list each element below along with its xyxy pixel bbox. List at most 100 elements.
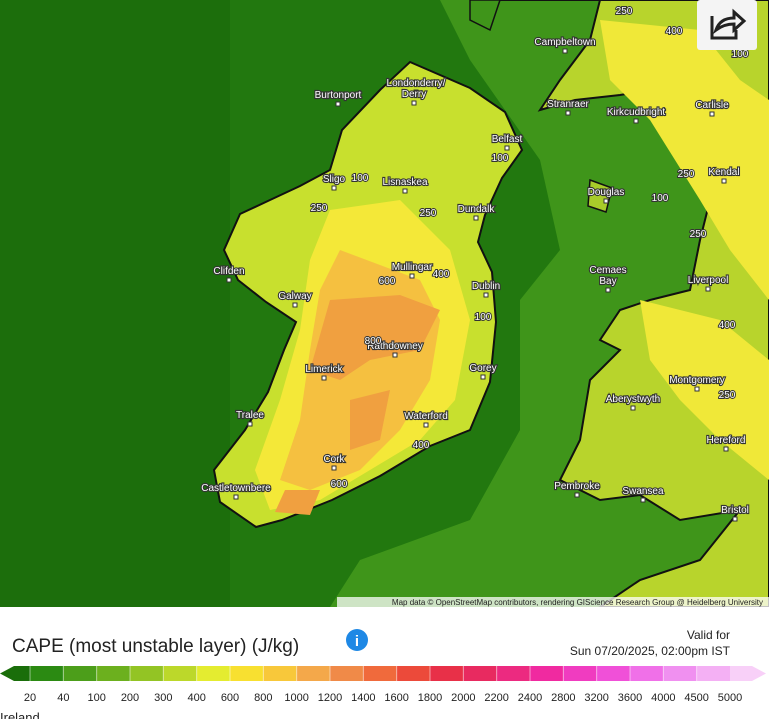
place-label: Montgomery <box>669 375 725 386</box>
colorbar-label: 1200 <box>318 692 342 704</box>
place-marker <box>605 287 611 293</box>
colorbar-bin <box>96 666 130 681</box>
colorbar-label: 2000 <box>451 692 475 704</box>
contour-label: 100 <box>475 312 492 323</box>
contour-label: 250 <box>420 208 437 219</box>
region: Ireland <box>0 710 40 719</box>
colorbar-label: 5000 <box>718 692 742 704</box>
colorbar-bin <box>330 666 364 681</box>
place-marker <box>423 422 429 428</box>
place-marker <box>705 286 711 292</box>
place-marker <box>480 374 486 380</box>
contour-label: 400 <box>433 269 450 280</box>
colorbar-label: 1600 <box>384 692 408 704</box>
place-marker <box>574 492 580 498</box>
contour-label: 400 <box>666 26 683 37</box>
colorbar-bin <box>230 666 264 681</box>
colorbar-label: 1800 <box>418 692 442 704</box>
colorbar-bin <box>130 666 164 681</box>
contour-label: 400 <box>719 320 736 331</box>
colorbar-label: 2400 <box>518 692 542 704</box>
field-yellow-gb <box>600 20 769 480</box>
labels: Campbeltown Stranraer Kirkcudbright Carlisl… <box>200 5 750 522</box>
place-label: Tralee <box>236 410 264 421</box>
place-label: Dundalk <box>458 204 496 215</box>
colorbar-label: 4500 <box>684 692 708 704</box>
colorbar-bin <box>463 666 497 681</box>
colorbar-bin <box>630 666 664 681</box>
contour-label: 100 <box>352 173 369 184</box>
colorbar-bin <box>263 666 297 681</box>
place-label: Aberystwyth <box>606 394 660 405</box>
valid-label: Valid for <box>687 628 730 642</box>
place-label: Cemaes <box>589 265 626 276</box>
contour-label: 400 <box>413 440 430 451</box>
info-button[interactable] <box>346 629 368 651</box>
place-marker <box>723 446 729 452</box>
colorbar-label: 1400 <box>351 692 375 704</box>
place-marker <box>392 352 398 358</box>
place-marker <box>605 276 611 282</box>
place-label: Lisnaskea <box>382 177 427 188</box>
colorbar-bin <box>496 666 530 681</box>
attribution: Map data © OpenStreetMap contributors, r… <box>392 598 763 607</box>
contour-label: 250 <box>616 6 633 17</box>
place-marker <box>411 100 417 106</box>
colorbar-bin <box>63 666 97 681</box>
place-marker <box>732 516 738 522</box>
place-label: Sligo <box>323 174 346 185</box>
place-marker <box>233 494 239 500</box>
place-marker <box>331 465 337 471</box>
colorbar-label: 1000 <box>284 692 308 704</box>
isle-of-man <box>587 178 613 213</box>
place-label: Bristol <box>721 505 749 516</box>
colorbar-label: 4000 <box>651 692 675 704</box>
place-marker <box>640 497 646 503</box>
place-marker <box>633 118 639 124</box>
place-marker <box>473 215 479 221</box>
contour-label: 250 <box>678 169 695 180</box>
place-label: Rathdowney <box>367 341 423 352</box>
place-marker <box>562 48 568 54</box>
colorbar-bin <box>530 666 564 681</box>
colorbar-bin <box>296 666 330 681</box>
contour-label: 100 <box>652 193 669 204</box>
colorbar-arrow-right <box>730 666 766 681</box>
colorbar-label: 600 <box>221 692 239 704</box>
colorbar-bin <box>363 666 397 681</box>
place-marker <box>565 110 571 116</box>
place-label: Londonderry/ <box>387 78 446 89</box>
place-marker <box>630 405 636 411</box>
contour-label: 250 <box>719 390 736 401</box>
colorbar-bin <box>596 666 630 681</box>
place-label: Belfast <box>492 134 523 145</box>
share-icon <box>710 8 747 40</box>
valid-time: Sun 07/20/2025, 02:00pm IST <box>570 644 731 658</box>
place-marker <box>694 386 700 392</box>
colorbar-bin <box>663 666 697 681</box>
place-label: Cork <box>323 454 345 465</box>
place-label: Kendal <box>708 167 739 178</box>
place-marker <box>335 101 341 107</box>
colorbar-label: 800 <box>254 692 272 704</box>
colorbar-bin <box>430 666 464 681</box>
colorbar-bin <box>396 666 430 681</box>
place-marker <box>402 188 408 194</box>
contour-label: 250 <box>311 203 328 214</box>
colorbar-arrow-left <box>0 666 30 681</box>
place-label: Douglas <box>588 187 625 198</box>
info-icon: i <box>355 633 359 650</box>
contour-label: 600 <box>379 276 396 287</box>
place-label: Swansea <box>622 486 664 497</box>
place-marker <box>331 185 337 191</box>
colorbar-bin <box>696 666 730 681</box>
contour-label: 250 <box>690 229 707 240</box>
sea-west <box>0 0 230 607</box>
place-label: Mullingar <box>392 262 433 273</box>
place-label: Derry <box>402 89 426 100</box>
attribution-bg <box>337 597 769 608</box>
panel <box>0 607 769 719</box>
place-marker <box>709 111 715 117</box>
